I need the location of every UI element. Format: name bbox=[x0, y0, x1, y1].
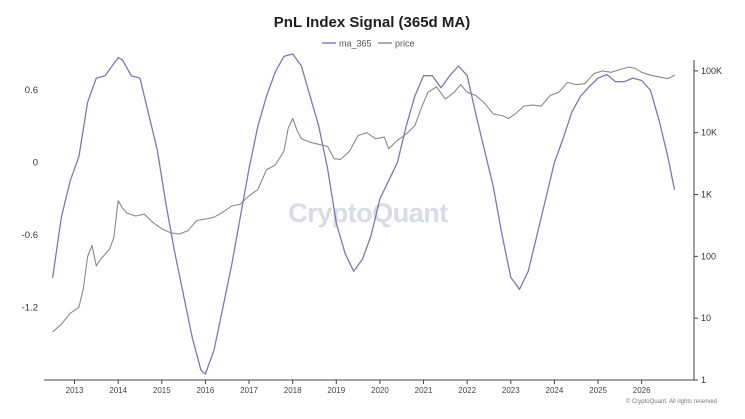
right-y-tick-label: 1K bbox=[701, 190, 712, 200]
x-tick-label: 2013 bbox=[66, 386, 84, 395]
series-layer bbox=[52, 53, 676, 375]
left-y-tick-label: -0.6 bbox=[22, 230, 38, 241]
x-tick-label: 2019 bbox=[327, 386, 345, 395]
legend-label-ma365: ma_365 bbox=[339, 39, 372, 49]
x-axis-ticks: 2013 2014 2015 2016 2017 2018 2019 2020 2021 2022… bbox=[66, 380, 651, 395]
legend: ma_365 price bbox=[322, 39, 415, 49]
x-tick-label: 2015 bbox=[153, 386, 171, 395]
left-y-tick-label: 0 bbox=[33, 158, 38, 169]
x-tick-label: 2023 bbox=[502, 386, 520, 395]
series-line-ma-365 bbox=[52, 53, 676, 375]
right-y-tick-label: 100 bbox=[701, 251, 716, 261]
x-tick-label: 2022 bbox=[458, 386, 476, 395]
legend-label-price: price bbox=[395, 39, 415, 49]
x-tick-label: 2026 bbox=[633, 386, 651, 395]
x-tick-label: 2016 bbox=[197, 386, 215, 395]
right-axis-ticks: 100K 10K 1K 100 10 1 bbox=[694, 66, 722, 385]
series-line-price bbox=[52, 66, 675, 333]
right-y-tick-label: 100K bbox=[701, 66, 722, 76]
x-tick-label: 2024 bbox=[546, 386, 564, 395]
right-y-tick-label: 10 bbox=[701, 313, 711, 323]
chart-title: PnL Index Signal (365d MA) bbox=[274, 14, 470, 31]
copyright-footer: © CryptoQuant. All rights reserved bbox=[626, 398, 717, 405]
x-tick-label: 2014 bbox=[109, 386, 127, 395]
x-tick-label: 2020 bbox=[371, 386, 389, 395]
x-tick-label: 2025 bbox=[589, 386, 607, 395]
x-tick-label: 2018 bbox=[284, 386, 302, 395]
right-y-tick-label: 10K bbox=[701, 128, 717, 138]
x-tick-label: 2017 bbox=[240, 386, 258, 395]
left-y-tick-label: -1.2 bbox=[22, 303, 38, 314]
x-tick-label: 2021 bbox=[415, 386, 433, 395]
left-y-tick-label: 0.6 bbox=[25, 85, 38, 96]
watermark: CryptoQuant bbox=[288, 198, 448, 228]
left-axis-ticks: 0.6 0 -0.6 -1.2 bbox=[22, 85, 38, 313]
right-y-tick-label: 1 bbox=[701, 375, 706, 385]
